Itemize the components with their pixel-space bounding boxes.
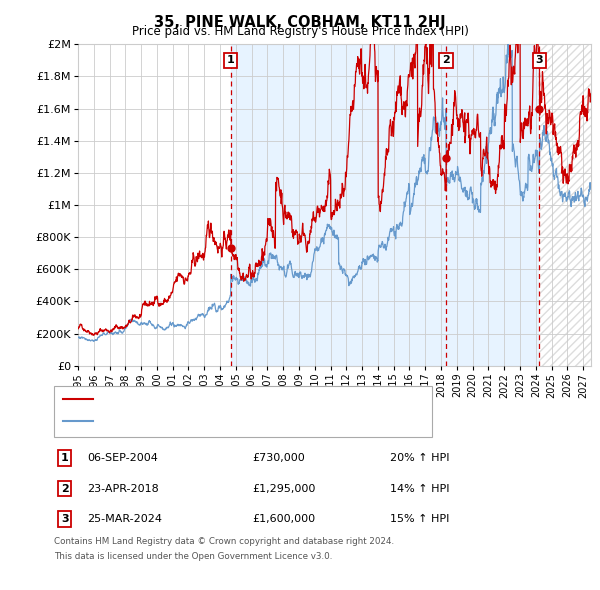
Text: 3: 3: [536, 55, 543, 65]
Text: 2: 2: [61, 484, 68, 493]
Text: 2: 2: [442, 55, 450, 65]
Text: 23-APR-2018: 23-APR-2018: [87, 484, 159, 493]
Text: 15% ↑ HPI: 15% ↑ HPI: [390, 514, 449, 524]
Bar: [230, 44, 539, 366]
Text: £1,600,000: £1,600,000: [252, 514, 315, 524]
Text: 35, PINE WALK, COBHAM, KT11 2HJ: 35, PINE WALK, COBHAM, KT11 2HJ: [154, 15, 446, 30]
Text: 1: 1: [227, 55, 235, 65]
Bar: [539, 44, 591, 366]
Bar: [539, 44, 591, 366]
Text: Price paid vs. HM Land Registry's House Price Index (HPI): Price paid vs. HM Land Registry's House …: [131, 25, 469, 38]
Text: 20% ↑ HPI: 20% ↑ HPI: [390, 453, 449, 463]
Text: £730,000: £730,000: [252, 453, 305, 463]
Text: 25-MAR-2024: 25-MAR-2024: [87, 514, 162, 524]
Text: 1: 1: [61, 453, 68, 463]
Text: £1,295,000: £1,295,000: [252, 484, 316, 493]
Text: HPI: Average price, detached house, Elmbridge: HPI: Average price, detached house, Elmb…: [99, 416, 345, 425]
Text: 3: 3: [61, 514, 68, 524]
Text: This data is licensed under the Open Government Licence v3.0.: This data is licensed under the Open Gov…: [54, 552, 332, 561]
Text: 14% ↑ HPI: 14% ↑ HPI: [390, 484, 449, 493]
Text: 06-SEP-2004: 06-SEP-2004: [87, 453, 158, 463]
Text: 35, PINE WALK, COBHAM, KT11 2HJ (detached house): 35, PINE WALK, COBHAM, KT11 2HJ (detache…: [99, 395, 376, 404]
Bar: [539, 44, 591, 366]
Text: Contains HM Land Registry data © Crown copyright and database right 2024.: Contains HM Land Registry data © Crown c…: [54, 537, 394, 546]
